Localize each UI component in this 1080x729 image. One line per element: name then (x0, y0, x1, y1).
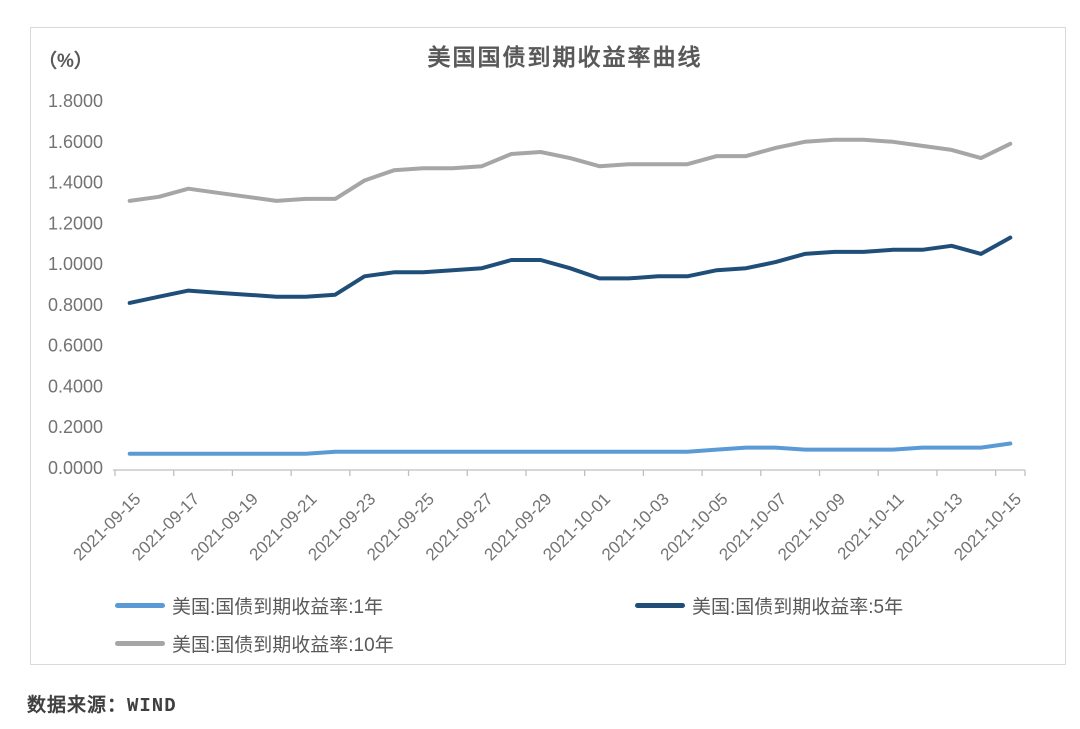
y-axis-tick-label: 0.8000 (48, 295, 103, 315)
chart-title: 美国国债到期收益率曲线 (427, 44, 703, 70)
y-axis-tick-label: 1.8000 (48, 91, 103, 111)
y-axis-tick-label: 1.0000 (48, 254, 103, 274)
y-axis-tick-label: 0.4000 (48, 376, 103, 396)
y-axis-tick-label: 0.2000 (48, 417, 103, 437)
series-line-us1y (127, 441, 1013, 456)
legend-swatch-us1y-line-icon (115, 602, 165, 608)
y-axis-tick-label: 1.6000 (48, 132, 103, 152)
chart-legend: 美国:国债到期收益率:1年 美国:国债到期收益率:5年 美国:国债到期收益率:1… (115, 592, 1025, 656)
series-line-us10y (127, 137, 1013, 203)
legend-swatch-us10y-line-icon (115, 640, 165, 646)
data-source-label: 数据来源：WIND (27, 695, 177, 717)
y-axis-tick-label: 0.0000 (48, 458, 103, 478)
series-line-us5y (127, 235, 1013, 305)
y-axis-tick-label: 0.6000 (48, 336, 103, 356)
legend-label-us1y: 美国:国债到期收益率:1年 (172, 596, 384, 618)
y-axis-unit-label: （%） (38, 51, 93, 72)
legend-item-us1y: 美国:国债到期收益率:1年 (115, 592, 635, 618)
y-axis-tick-label: 1.2000 (48, 213, 103, 233)
y-axis-tick-label: 1.4000 (48, 173, 103, 193)
legend-label-us5y: 美国:国债到期收益率:5年 (692, 596, 904, 618)
legend-label-us10y: 美国:国债到期收益率:10年 (172, 634, 394, 656)
plot-area: 0.0000 0.2000 0.4000 0.6000 0.8000 1.0000 1.20… (48, 91, 1026, 564)
chart-frame (30, 27, 1066, 665)
legend-item-us10y: 美国:国债到期收益率:10年 (115, 630, 635, 656)
legend-swatch-us5y-line-icon (635, 602, 685, 608)
legend-item-us5y: 美国:国债到期收益率:5年 (635, 592, 903, 618)
